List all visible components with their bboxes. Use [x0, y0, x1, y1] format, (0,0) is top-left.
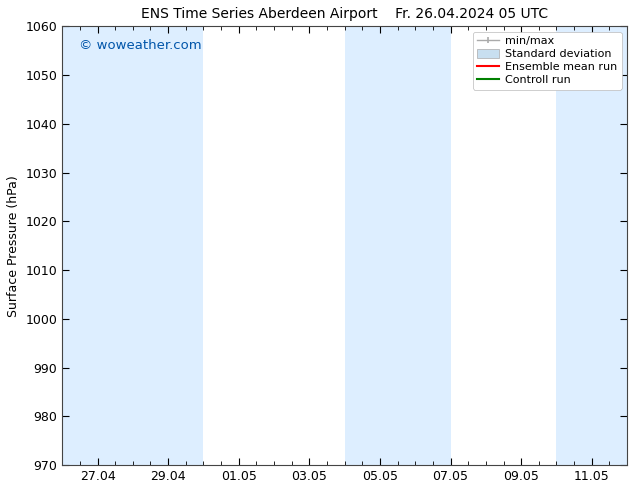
Bar [62, 26, 133, 465]
Bar [557, 26, 627, 465]
Y-axis label: Surface Pressure (hPa): Surface Pressure (hPa) [7, 175, 20, 317]
Bar [415, 26, 451, 465]
Legend: min/max, Standard deviation, Ensemble mean run, Controll run: min/max, Standard deviation, Ensemble me… [472, 32, 621, 90]
Bar [133, 26, 204, 465]
Bar [345, 26, 415, 465]
Title: ENS Time Series Aberdeen Airport    Fr. 26.04.2024 05 UTC: ENS Time Series Aberdeen Airport Fr. 26.… [141, 7, 548, 21]
Text: © woweather.com: © woweather.com [79, 40, 202, 52]
